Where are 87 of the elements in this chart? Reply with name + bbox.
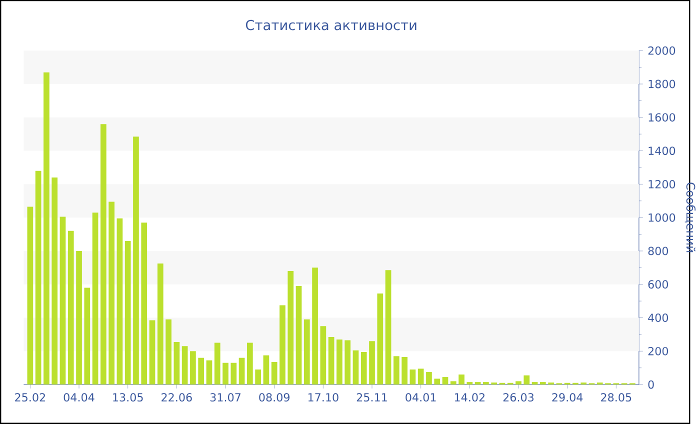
bar — [263, 355, 270, 385]
bar — [190, 351, 196, 385]
x-tick-label: 04.04 — [64, 393, 94, 402]
bar — [44, 72, 50, 385]
x-tick-label: 28.05 — [601, 393, 632, 402]
bar — [483, 382, 489, 385]
bar — [280, 305, 286, 385]
bar — [369, 341, 375, 385]
x-tick-label: 08.09 — [259, 393, 290, 402]
bar — [76, 250, 82, 385]
bar — [336, 339, 342, 385]
bar — [60, 216, 66, 385]
bar — [532, 382, 538, 385]
bar — [35, 170, 42, 385]
bar — [320, 326, 326, 385]
y-tick-label: 0 — [648, 380, 654, 389]
x-tick-label: 14.02 — [454, 393, 484, 402]
x-tick-label: 13.05 — [113, 393, 143, 402]
bar — [377, 294, 384, 385]
bar — [124, 240, 131, 385]
bar — [174, 342, 180, 385]
bar — [466, 382, 473, 385]
bar — [222, 362, 228, 385]
x-tick-label: 29.04 — [552, 393, 583, 402]
bar — [352, 350, 359, 385]
bar — [474, 382, 481, 385]
bar — [84, 288, 90, 385]
bar — [214, 342, 220, 385]
bar — [182, 346, 188, 385]
bar — [410, 370, 416, 385]
bar — [271, 362, 278, 385]
bar — [288, 271, 294, 385]
y-axis-title: Сообщений — [684, 182, 696, 252]
bar — [108, 202, 114, 385]
y-tick-label: 800 — [648, 246, 668, 256]
bar — [68, 230, 74, 385]
y-tick-label: 1400 — [648, 146, 676, 156]
bar — [133, 136, 139, 385]
bar — [540, 382, 546, 385]
bar — [100, 124, 106, 385]
bar — [450, 381, 456, 385]
bar — [458, 374, 464, 385]
bar — [442, 377, 448, 385]
bar — [524, 375, 530, 385]
bar — [230, 362, 237, 385]
bar — [166, 319, 172, 385]
bar — [516, 381, 522, 385]
bar — [393, 356, 400, 385]
bar — [157, 263, 164, 385]
bar — [312, 268, 318, 385]
bar — [238, 358, 245, 385]
bar — [402, 356, 408, 385]
x-tick-label: 22.06 — [162, 393, 192, 402]
bar — [426, 372, 432, 385]
bar — [206, 360, 212, 385]
bar — [149, 320, 156, 385]
y-tick-label: 1200 — [648, 180, 676, 188]
x-tick-label: 25.11 — [356, 393, 387, 402]
bar — [246, 342, 253, 385]
bar — [385, 270, 392, 385]
bar — [92, 212, 98, 385]
y-tick-label: 200 — [648, 346, 668, 356]
bar — [198, 358, 204, 385]
bar — [255, 370, 261, 385]
x-tick-label: 25.02 — [15, 393, 46, 402]
bar — [418, 368, 424, 385]
y-tick-label: 1800 — [648, 80, 676, 88]
y-tick-label: 1600 — [648, 113, 676, 122]
bar — [360, 352, 367, 385]
bar — [116, 218, 123, 385]
bar — [328, 336, 334, 385]
bar — [344, 340, 351, 385]
x-tick-label: 31.07 — [210, 393, 240, 402]
bar — [52, 178, 58, 385]
x-tick-label: 26.03 — [503, 393, 534, 402]
bar — [304, 319, 310, 385]
bar — [27, 206, 34, 385]
y-tick-label: 2000 — [648, 46, 676, 55]
y-tick-label: 1000 — [648, 213, 676, 222]
bar — [141, 222, 148, 385]
x-tick-label: 04.01 — [406, 393, 436, 402]
bar — [434, 378, 440, 385]
chart-title: Статистика активности — [246, 20, 416, 30]
bar — [296, 286, 302, 385]
x-tick-label: 17.10 — [308, 393, 338, 402]
y-tick-label: 400 — [648, 314, 668, 322]
y-tick-label: 600 — [648, 280, 668, 289]
